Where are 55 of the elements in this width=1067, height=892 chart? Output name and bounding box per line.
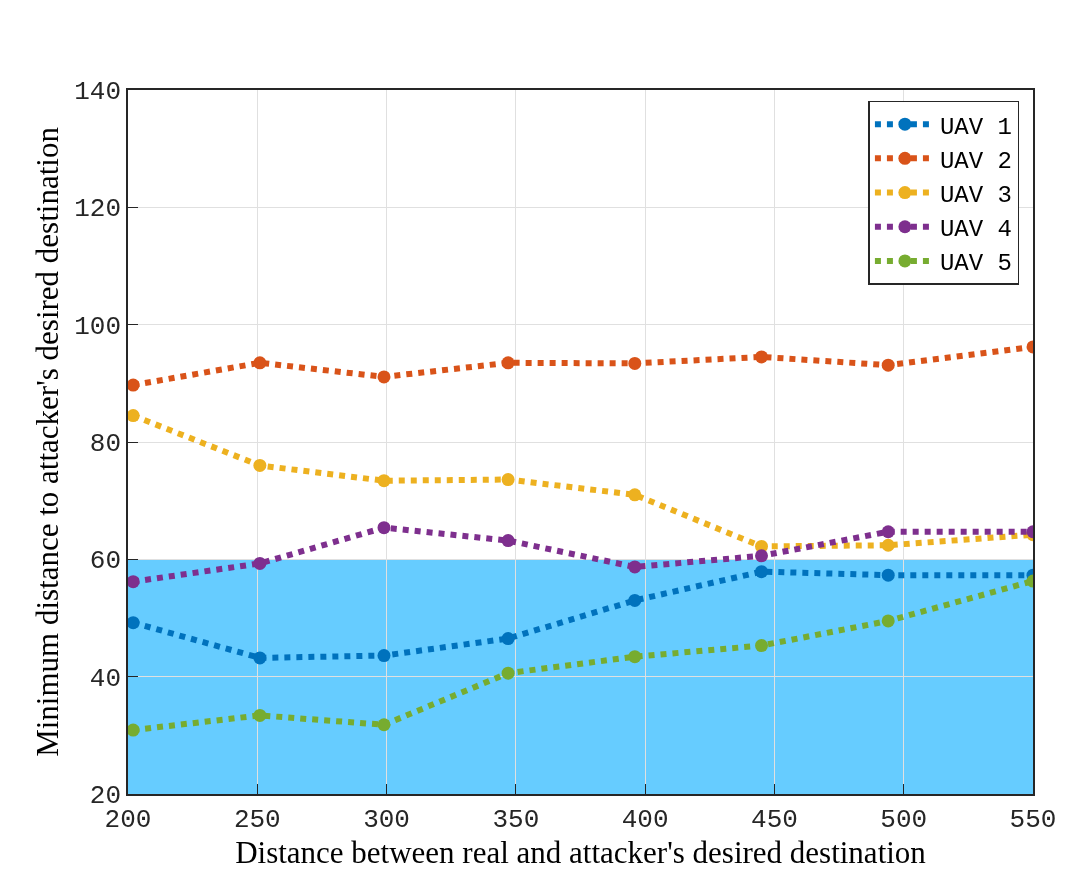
x-axis-title: Distance between real and attacker's desired destination	[235, 834, 927, 870]
y-tick-label: 140	[74, 77, 122, 108]
y-tick-label: 120	[74, 194, 122, 225]
legend-label: UAV 3	[939, 181, 1012, 209]
point	[501, 632, 515, 646]
point	[628, 488, 642, 502]
point	[628, 356, 642, 370]
point	[501, 473, 515, 487]
x-tick-label: 350	[492, 804, 540, 835]
point	[755, 639, 768, 653]
point	[128, 616, 140, 630]
y-tick-label: 60	[89, 546, 122, 577]
x-tick-label: 450	[751, 804, 798, 835]
point	[881, 525, 895, 539]
point	[377, 649, 391, 663]
y-tick-label: 100	[74, 311, 122, 342]
x-tick-label: 200	[104, 804, 152, 835]
y-tick-label: 40	[89, 663, 122, 694]
point	[128, 409, 140, 423]
point	[755, 565, 768, 579]
point	[881, 614, 895, 628]
point	[755, 549, 768, 563]
x-tick-label: 300	[363, 804, 410, 835]
y-axis-title: Minimum distance to attacker's desired destination	[30, 126, 66, 757]
legend-label: UAV 4	[939, 216, 1012, 244]
point	[881, 538, 895, 552]
point	[253, 651, 267, 665]
legend-label: UAV 1	[939, 113, 1012, 141]
point	[501, 534, 515, 548]
x-tick-label: 500	[880, 804, 928, 835]
point	[628, 560, 642, 574]
point	[377, 521, 391, 535]
point	[377, 718, 391, 732]
x-tick-label: 550	[1009, 804, 1057, 835]
point	[377, 474, 391, 488]
point	[501, 666, 515, 680]
point	[501, 356, 515, 370]
point	[128, 723, 140, 737]
point	[253, 708, 267, 722]
y-tick-label: 80	[89, 429, 122, 460]
point	[881, 568, 895, 582]
point	[128, 378, 140, 392]
point	[253, 556, 267, 570]
x-tick-label: 400	[621, 804, 669, 835]
point	[253, 458, 267, 472]
legend-label: UAV 2	[939, 147, 1012, 175]
x-tick-label: 250	[233, 804, 281, 835]
point	[628, 593, 642, 607]
legend-label: UAV 5	[939, 250, 1012, 278]
point	[253, 356, 267, 370]
point	[755, 350, 768, 364]
point	[128, 575, 140, 589]
point	[628, 650, 642, 664]
point	[881, 358, 895, 372]
point	[377, 370, 391, 384]
